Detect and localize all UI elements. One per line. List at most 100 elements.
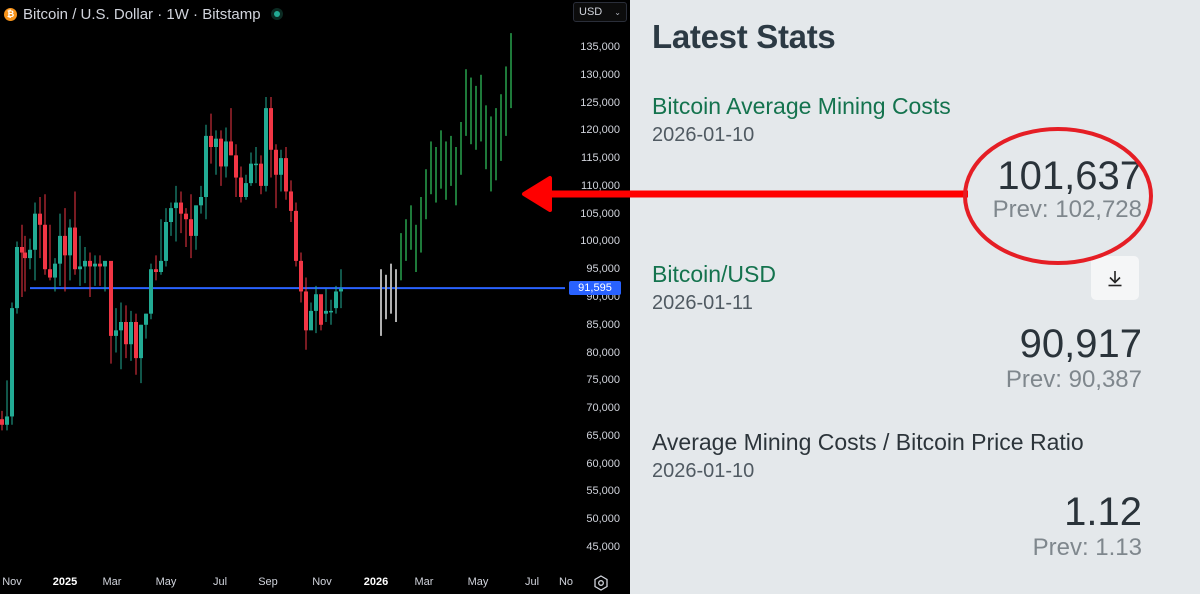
candle (83, 247, 87, 284)
candle (98, 255, 102, 286)
candle (124, 305, 128, 359)
currency-select[interactable]: USD ⌄ (573, 2, 627, 22)
candle (134, 313, 138, 375)
candle (63, 208, 67, 292)
candle (234, 144, 238, 198)
candle (259, 155, 263, 195)
chevron-down-icon: ⌄ (614, 7, 621, 17)
stat-mining-costs: Bitcoin Average Mining Costs 2026-01-10 … (652, 92, 1142, 232)
candle (73, 191, 77, 275)
candle (119, 302, 123, 370)
candle (239, 166, 243, 203)
candle (309, 302, 313, 331)
candle (164, 208, 168, 267)
candle (149, 263, 153, 320)
candle (139, 324, 143, 384)
candle (10, 302, 14, 425)
candle (319, 294, 323, 331)
candle (78, 235, 82, 286)
price-tick-label: 100,000 (580, 235, 620, 248)
price-tick-label: 135,000 (580, 41, 620, 53)
price-axis[interactable]: 135,000 130,000 125,000 120,000 115,000 110,0… (565, 0, 630, 570)
chart-symbol-title[interactable]: Bitcoin / U.S. Dollar · 1W · Bitstamp (23, 5, 261, 23)
candle (274, 144, 278, 209)
currency-select-value: USD (579, 6, 603, 18)
candle (339, 269, 343, 309)
price-tick-label: 80,000 (586, 346, 620, 359)
price-tick-label: 45,000 (586, 541, 620, 553)
price-tick-label: 60,000 (586, 457, 620, 470)
candle (43, 194, 47, 275)
download-button[interactable] (1091, 256, 1139, 300)
candle (144, 313, 148, 339)
price-tick-label: 75,000 (586, 374, 620, 387)
stat-value: 1.12 (1064, 490, 1142, 534)
candle (38, 197, 42, 259)
candle (334, 285, 338, 314)
price-tick-label: 125,000 (580, 96, 620, 109)
candle (53, 258, 57, 292)
stat-date: 2026-01-10 (652, 124, 755, 146)
candle (129, 310, 133, 361)
stat-name-link[interactable]: Bitcoin Average Mining Costs (652, 93, 951, 119)
candle (109, 260, 113, 364)
candle (229, 108, 233, 156)
candle (169, 202, 173, 236)
settings-gear-icon[interactable] (593, 575, 609, 591)
stat-value: 90,917 (1019, 322, 1142, 366)
candle (20, 224, 24, 298)
candle (289, 180, 293, 223)
market-status-dot-icon (270, 8, 283, 20)
bitcoin-logo-icon: ₿ (4, 7, 17, 21)
stat-date: 2026-01-10 (652, 460, 755, 482)
price-tick-label: 105,000 (580, 207, 620, 220)
candle (174, 185, 178, 242)
candle (159, 219, 163, 275)
time-tick-label: Jul (212, 576, 228, 588)
price-tick-label: 70,000 (586, 402, 620, 415)
candle (204, 124, 208, 220)
stat-prev-value: Prev: 1.13 (1032, 534, 1142, 561)
candle (48, 224, 52, 281)
candle (23, 235, 27, 292)
time-tick-label: Sep (258, 576, 278, 588)
stat-cost-price-ratio: Average Mining Costs / Bitcoin Price Rat… (652, 428, 1142, 578)
candle (214, 130, 218, 175)
price-tick-label: 65,000 (586, 429, 620, 442)
candle (5, 380, 9, 431)
time-axis[interactable]: Nov 2025 Mar May Jul Sep Nov 2026 Mar May Jul No (0, 570, 630, 594)
chart-header: ₿ Bitcoin / U.S. Dollar · 1W · Bitstamp (4, 4, 283, 24)
candle (279, 149, 283, 192)
candlestick-chart[interactable] (0, 0, 565, 570)
price-tick-label: 115,000 (581, 152, 620, 165)
candle (58, 213, 62, 286)
stat-name-link[interactable]: Bitcoin/USD (652, 261, 776, 287)
candle (103, 260, 107, 292)
candle (15, 241, 19, 314)
time-tick-label: Mar (102, 576, 122, 588)
stat-date: 2026-01-11 (652, 292, 753, 314)
candle (88, 252, 92, 298)
download-icon (1108, 271, 1122, 287)
price-line-label: 91,595 (569, 281, 621, 296)
candle (254, 147, 258, 184)
candle (304, 277, 308, 350)
candle (184, 208, 188, 248)
stat-value: 101,637 (997, 154, 1142, 198)
stat-bitcoin-usd: Bitcoin/USD 2026-01-11 90,917 Prev: 90,3… (652, 260, 1142, 400)
candle (299, 252, 303, 303)
candle (209, 113, 213, 164)
candle (33, 202, 37, 281)
candle (219, 130, 223, 186)
candle (264, 97, 268, 192)
time-tick-label: 2025 (52, 576, 78, 588)
candle (0, 410, 4, 431)
time-tick-label: Mar (414, 576, 434, 588)
page-title: Latest Stats (652, 18, 836, 55)
candle (189, 194, 193, 259)
time-tick-label: No (558, 576, 574, 588)
candle (324, 288, 328, 323)
stat-prev-value: Prev: 90,387 (1005, 366, 1142, 393)
price-tick-label: 55,000 (586, 485, 620, 498)
price-chart-pane[interactable]: ₿ Bitcoin / U.S. Dollar · 1W · Bitstamp … (0, 0, 630, 594)
